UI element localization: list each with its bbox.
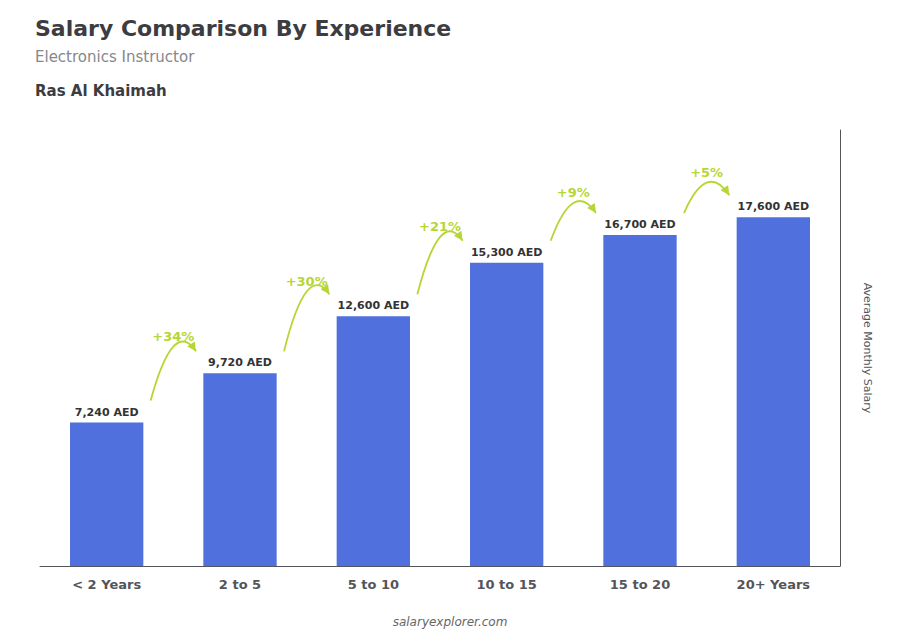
svg-text:Electronics Instructor: Electronics Instructor (35, 48, 195, 66)
svg-text:salaryexplorer.com: salaryexplorer.com (393, 615, 508, 629)
svg-text:+30%: +30% (286, 274, 328, 289)
svg-text:17,600 AED: 17,600 AED (738, 200, 809, 213)
svg-text:20+ Years: 20+ Years (737, 577, 811, 592)
svg-text:+5%: +5% (690, 165, 723, 180)
svg-text:12,600 AED: 12,600 AED (338, 299, 409, 312)
svg-text:Ras Al Khaimah: Ras Al Khaimah (35, 82, 167, 100)
svg-text:Salary Comparison By Experienc: Salary Comparison By Experience (35, 16, 451, 41)
svg-text:15 to 20: 15 to 20 (610, 577, 670, 592)
svg-text:< 2 Years: < 2 Years (72, 577, 141, 592)
svg-text:7,240 AED: 7,240 AED (75, 406, 139, 419)
svg-text:Average Monthly Salary: Average Monthly Salary (861, 283, 874, 414)
svg-text:16,700 AED: 16,700 AED (604, 218, 675, 231)
svg-text:15,300 AED: 15,300 AED (471, 246, 542, 259)
svg-text:9,720 AED: 9,720 AED (208, 356, 272, 369)
svg-text:2 to 5: 2 to 5 (219, 577, 261, 592)
svg-text:+21%: +21% (419, 219, 461, 234)
svg-text:+34%: +34% (152, 329, 194, 344)
svg-text:+9%: +9% (557, 185, 590, 200)
svg-text:10 to 15: 10 to 15 (476, 577, 536, 592)
svg-text:5 to 10: 5 to 10 (348, 577, 399, 592)
